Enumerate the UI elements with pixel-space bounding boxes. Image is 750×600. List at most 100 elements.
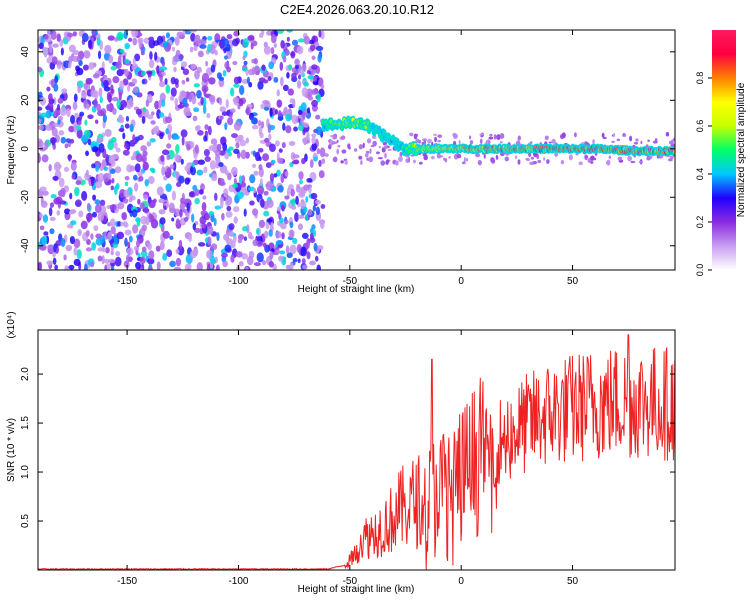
spectrogram-noise-blob <box>107 172 112 180</box>
spectrogram-noise-blob <box>665 132 670 137</box>
spectrogram-noise-blob <box>118 91 122 101</box>
spectrogram-noise-blob <box>279 61 284 71</box>
spectrogram-y-tick-label: -20 <box>20 190 31 205</box>
spectrogram-noise-blob <box>63 254 67 261</box>
spectrogram-noise-blob <box>86 103 90 110</box>
spectrogram-noise-blob <box>291 72 297 79</box>
spectrogram-noise-blob <box>221 212 225 221</box>
spectrogram-noise-blob <box>499 141 503 144</box>
spectrogram-noise-blob <box>197 130 204 136</box>
spectrogram-noise-blob <box>105 246 110 254</box>
spectrogram-noise-blob <box>253 170 259 176</box>
spectrogram-noise-blob <box>254 262 261 267</box>
spectrogram-noise-blob <box>287 88 295 96</box>
spectrogram-noise-blob <box>276 206 282 212</box>
spectrogram-noise-blob <box>46 57 52 64</box>
spectrogram-noise-blob <box>94 199 101 205</box>
spectrogram-noise-blob <box>276 89 280 97</box>
colorbar-tick-label: 0.4 <box>695 168 705 181</box>
spectrogram-noise-blob <box>50 194 57 199</box>
colorbar-tick-label: 0.6 <box>695 120 705 133</box>
spectrogram-noise-blob <box>232 38 239 47</box>
spectrogram-noise-blob <box>294 212 299 222</box>
spectrogram-noise-blob <box>234 137 242 143</box>
spectrogram-noise-blob <box>254 151 261 162</box>
spectrogram-noise-blob <box>218 181 226 186</box>
spectrogram-noise-blob <box>340 135 346 140</box>
spectrogram-noise-blob <box>194 197 200 205</box>
spectrogram-noise-blob <box>489 133 493 137</box>
spectrogram-noise-blob <box>251 124 259 130</box>
spectrogram-noise-blob <box>298 171 304 180</box>
spectrogram-noise-blob <box>249 174 256 184</box>
spectrogram-noise-blob <box>52 43 59 48</box>
spectrogram-noise-blob <box>315 114 321 120</box>
colorbar-tick-label: 0.2 <box>695 216 705 229</box>
spectrogram-noise-blob <box>132 133 136 144</box>
spectrogram-noise-blob <box>208 77 216 85</box>
spectrogram-noise-blob <box>306 251 311 260</box>
spectrogram-noise-blob <box>320 221 325 230</box>
spectrogram-noise-blob <box>78 210 84 218</box>
spectrogram-noise-blob <box>142 106 147 113</box>
spectrogram-noise-blob <box>188 234 192 243</box>
spectrogram-noise-blob <box>143 37 150 44</box>
spectrogram-noise-blob <box>263 45 271 55</box>
spectrogram-noise-blob <box>165 183 172 192</box>
spectrogram-noise-blob <box>268 124 276 131</box>
spectrogram-noise-blob <box>203 166 208 174</box>
spectrogram-noise-blob <box>463 157 466 163</box>
spectrogram-noise-blob <box>141 79 146 85</box>
spectrogram-noise-blob <box>242 55 246 61</box>
spectrogram-noise-blob <box>102 114 107 123</box>
spectrogram-noise-blob <box>483 154 486 159</box>
spectrogram-noise-blob <box>67 32 74 38</box>
spectrogram-noise-blob <box>267 76 272 82</box>
spectrogram-noise-blob <box>592 138 595 145</box>
spectrogram-noise-blob <box>172 55 180 62</box>
spectrogram-noise-blob <box>160 154 165 162</box>
spectrogram-noise-blob <box>39 225 45 231</box>
spectrogram-noise-blob <box>146 141 152 147</box>
spectrogram-noise-blob <box>92 146 99 153</box>
spectrogram-noise-blob <box>130 156 135 161</box>
spectrogram-noise-blob <box>276 99 282 108</box>
spectrogram-noise-blob <box>181 136 185 146</box>
spectrogram-noise-blob <box>140 51 145 56</box>
spectrogram-noise-blob <box>270 34 277 44</box>
spectrogram-noise-blob <box>408 156 411 163</box>
spectrogram-noise-blob <box>311 55 316 61</box>
spectrogram-noise-blob <box>173 266 182 270</box>
spectrogram-noise-blob <box>601 132 605 138</box>
spectrogram-noise-blob <box>297 109 303 115</box>
spectrogram-noise-blob <box>54 75 59 84</box>
spectrogram-noise-blob <box>76 67 84 76</box>
spectrogram-noise-blob <box>110 250 114 256</box>
spectrogram-noise-blob <box>243 208 247 217</box>
spectrogram-panel: -150 -100 -50 0 50 -40 -20 0 20 40 Height of str… <box>6 29 676 295</box>
spectrogram-noise-blob <box>209 173 213 178</box>
spectrogram-noise-blob <box>151 168 156 174</box>
spectrogram-noise-blob <box>179 208 183 218</box>
spectrogram-noise-blob <box>112 75 120 84</box>
spectrogram-noise-blob <box>274 140 280 147</box>
spectrogram-noise-blob <box>90 176 95 187</box>
spectrogram-noise-blob <box>115 147 121 153</box>
spectrogram-noise-blob <box>261 30 265 36</box>
spectrogram-noise-blob <box>218 162 224 167</box>
spectrogram-noise-blob <box>103 79 109 88</box>
spectrogram-noise-blob <box>647 139 650 142</box>
spectrogram-noise-blob <box>270 47 275 55</box>
spectrogram-noise-blob <box>584 141 589 146</box>
spectrogram-noise-blob <box>134 53 141 62</box>
spectrogram-noise-blob <box>132 57 136 67</box>
spectrogram-noise-blob <box>98 87 103 98</box>
spectrogram-noise-blob <box>169 235 174 241</box>
spectrogram-noise-blob <box>262 242 267 248</box>
spectrogram-noise-blob <box>384 152 387 159</box>
spectrogram-noise-blob <box>630 160 636 164</box>
spectrogram-noise-blob <box>141 115 146 124</box>
spectrogram-noise-blob <box>469 135 472 140</box>
spectrogram-noise-blob <box>612 133 616 137</box>
spectrogram-noise-blob <box>87 138 92 146</box>
